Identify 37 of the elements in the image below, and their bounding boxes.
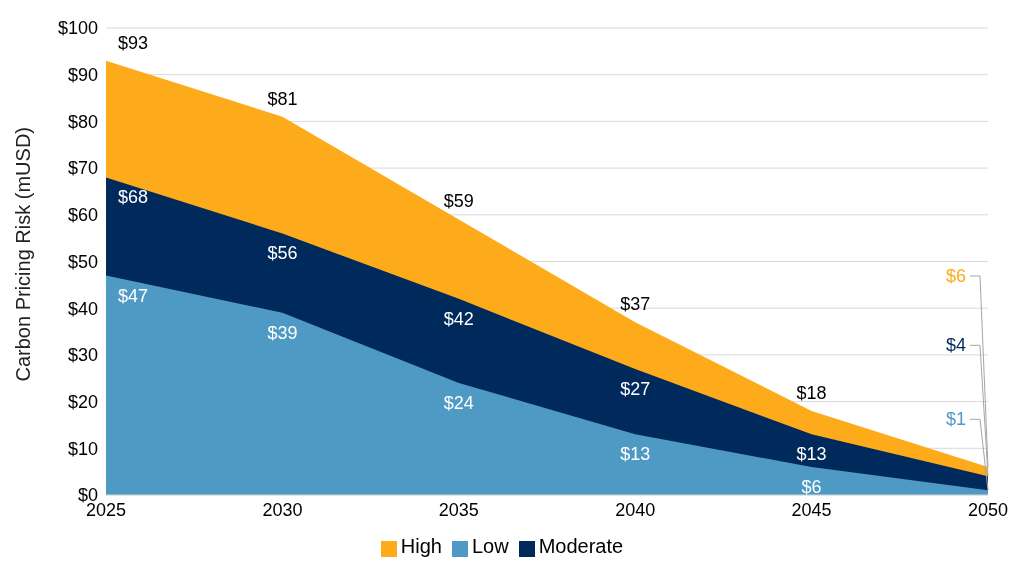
y-tick-label: $100 [57,18,98,39]
legend-label: Low [471,535,509,557]
x-tick-label: 2040 [615,499,656,520]
data-label: $4 [945,335,966,356]
y-tick-label: $40 [67,298,98,319]
data-label: $6 [801,476,822,497]
y-tick-label: $70 [67,158,98,179]
data-label: $13 [796,444,827,465]
x-tick-label: 2045 [791,499,832,520]
y-tick-label: $60 [67,205,98,226]
y-tick-label: $90 [67,65,98,86]
data-label: $47 [118,285,149,306]
x-tick-label: 2035 [438,499,479,520]
data-label: $6 [945,265,966,286]
legend-label: Moderate [538,535,624,557]
data-label: $18 [796,382,827,403]
y-tick-label: $20 [67,391,98,412]
legend-label: High [400,535,442,557]
data-label: $39 [267,322,298,343]
data-label: $1 [945,409,966,430]
data-label: $24 [443,392,474,413]
y-tick-label: $10 [67,438,98,459]
y-tick-label: $50 [67,251,98,272]
data-label: $37 [620,294,651,315]
data-label: $81 [267,88,298,109]
y-axis-title: Carbon Pricing Risk (mUSD) [12,127,35,382]
x-tick-label: 2050 [967,499,1009,520]
data-label: $68 [118,187,149,208]
data-label: $93 [118,32,149,53]
data-label: $27 [620,378,651,399]
data-label: $56 [267,243,298,264]
y-tick-label: $30 [67,345,98,366]
data-label: $42 [443,308,474,329]
data-label: $13 [620,444,651,465]
x-tick-label: 2030 [262,499,303,520]
y-tick-label: $80 [67,111,98,132]
data-label: $59 [443,191,474,212]
